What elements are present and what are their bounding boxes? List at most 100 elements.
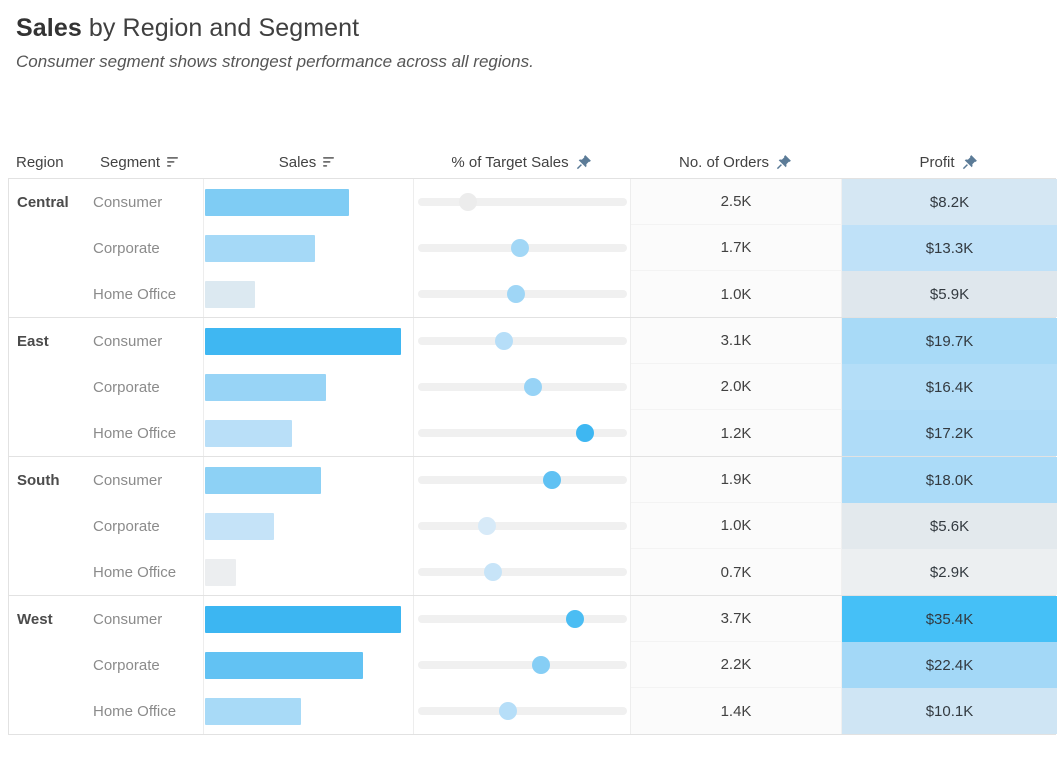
region-label[interactable]: Central (17, 193, 69, 211)
profit-cell[interactable]: $10.1K (842, 688, 1057, 734)
region-label[interactable]: East (17, 332, 49, 350)
profit-cell[interactable]: $8.2K (842, 179, 1057, 225)
table-row: Home Office 0.7K $2.9K (9, 549, 1057, 595)
table-row: Central Consumer 2.5K $8.2K (9, 179, 1057, 225)
orders-value: 1.0K (720, 517, 752, 534)
page-subtitle: Consumer segment shows strongest perform… (16, 52, 534, 71)
orders-value: 2.5K (720, 193, 752, 210)
sales-bar[interactable] (205, 651, 364, 679)
profit-value: $18.0K (925, 471, 974, 489)
orders-cell[interactable]: 0.7K (631, 549, 842, 595)
target-dot[interactable] (484, 563, 503, 581)
target-dot[interactable] (532, 656, 551, 674)
target-dot[interactable] (494, 332, 513, 350)
title-measure: Sales (16, 14, 82, 42)
orders-cell[interactable]: 3.7K (631, 596, 842, 642)
target-dot[interactable] (459, 193, 478, 211)
orders-cell[interactable]: 1.7K (631, 225, 842, 271)
header-row: Region Segment Sales % of Target Sales N… (8, 146, 1056, 178)
segment-label[interactable]: Corporate (93, 225, 204, 271)
profit-cell[interactable]: $13.3K (842, 225, 1057, 271)
target-track (418, 193, 627, 211)
target-dot[interactable] (511, 239, 530, 257)
profit-cell[interactable]: $2.9K (842, 549, 1057, 595)
orders-cell[interactable]: 1.4K (631, 688, 842, 734)
sales-bar[interactable] (205, 697, 301, 725)
sort-descending-icon[interactable] (323, 156, 337, 168)
header-profit[interactable]: Profit (841, 154, 1056, 171)
orders-cell[interactable]: 3.1K (631, 318, 842, 364)
target-dot[interactable] (576, 424, 595, 442)
segment-label[interactable]: Consumer (93, 179, 204, 225)
target-dot[interactable] (542, 471, 561, 489)
segment-label[interactable]: Home Office (93, 271, 204, 317)
header-profit-label: Profit (919, 153, 955, 171)
segment-label[interactable]: Corporate (93, 503, 204, 549)
sales-bar[interactable] (205, 327, 401, 355)
target-track (418, 610, 627, 628)
orders-value: 1.2K (720, 424, 752, 442)
pushpin-icon[interactable] (776, 154, 792, 170)
sales-bar[interactable] (205, 419, 293, 447)
orders-value: 3.7K (720, 610, 752, 627)
sales-bar[interactable] (205, 188, 349, 216)
table-row: Home Office 1.0K $5.9K (9, 271, 1057, 317)
segment-label[interactable]: Corporate (93, 642, 204, 688)
pushpin-icon[interactable] (962, 154, 978, 170)
sales-bar[interactable] (205, 234, 316, 262)
header-region[interactable]: Region (8, 154, 92, 171)
profit-cell[interactable]: $5.6K (842, 503, 1057, 549)
header-orders[interactable]: No. of Orders (630, 154, 841, 171)
profit-value: $16.4K (925, 378, 974, 396)
target-dot[interactable] (477, 517, 496, 535)
target-dot[interactable] (498, 702, 517, 720)
table-row: Home Office 1.4K $10.1K (9, 688, 1057, 734)
target-dot[interactable] (523, 378, 542, 396)
region-group-west: West Consumer 3.7K $35.4K Corporate 2.2K… (9, 595, 1057, 735)
sales-bar[interactable] (205, 605, 401, 633)
segment-label[interactable]: Home Office (93, 410, 204, 456)
orders-cell[interactable]: 1.9K (631, 457, 842, 503)
profit-cell[interactable]: $16.4K (842, 364, 1057, 410)
orders-cell[interactable]: 2.0K (631, 364, 842, 410)
sort-descending-icon[interactable] (167, 156, 181, 168)
region-label[interactable]: South (17, 471, 60, 489)
orders-value: 2.2K (720, 656, 752, 673)
profit-cell[interactable]: $19.7K (842, 318, 1057, 364)
profit-value: $2.9K (929, 563, 970, 581)
sales-bar[interactable] (205, 373, 326, 401)
profit-value: $5.6K (929, 517, 970, 535)
segment-label[interactable]: Consumer (93, 318, 204, 364)
profit-cell[interactable]: $18.0K (842, 457, 1057, 503)
orders-cell[interactable]: 2.5K (631, 179, 842, 225)
target-track (418, 656, 627, 674)
segment-label[interactable]: Home Office (93, 549, 204, 595)
profit-cell[interactable]: $5.9K (842, 271, 1057, 317)
segment-label[interactable]: Consumer (93, 457, 204, 503)
pushpin-icon[interactable] (576, 154, 592, 170)
profit-cell[interactable]: $35.4K (842, 596, 1057, 642)
sales-bar[interactable] (205, 466, 322, 494)
profit-cell[interactable]: $22.4K (842, 642, 1057, 688)
header-target[interactable]: % of Target Sales (413, 154, 630, 171)
sales-bar[interactable] (205, 280, 255, 308)
orders-cell[interactable]: 1.0K (631, 271, 842, 317)
orders-value: 1.9K (720, 471, 752, 488)
profit-cell[interactable]: $17.2K (842, 410, 1057, 456)
orders-cell[interactable]: 1.2K (631, 410, 842, 456)
sales-bar[interactable] (205, 558, 237, 586)
target-track (418, 424, 627, 442)
header-sales[interactable]: Sales (203, 154, 413, 171)
segment-label[interactable]: Consumer (93, 596, 204, 642)
orders-cell[interactable]: 1.0K (631, 503, 842, 549)
region-label[interactable]: West (17, 610, 53, 628)
target-dot[interactable] (507, 285, 526, 303)
sales-bar[interactable] (205, 512, 274, 540)
orders-cell[interactable]: 2.2K (631, 642, 842, 688)
orders-value: 3.1K (720, 332, 752, 349)
target-dot[interactable] (565, 610, 584, 628)
header-segment[interactable]: Segment (92, 154, 203, 171)
segment-label[interactable]: Home Office (93, 688, 204, 734)
segment-label[interactable]: Corporate (93, 364, 204, 410)
